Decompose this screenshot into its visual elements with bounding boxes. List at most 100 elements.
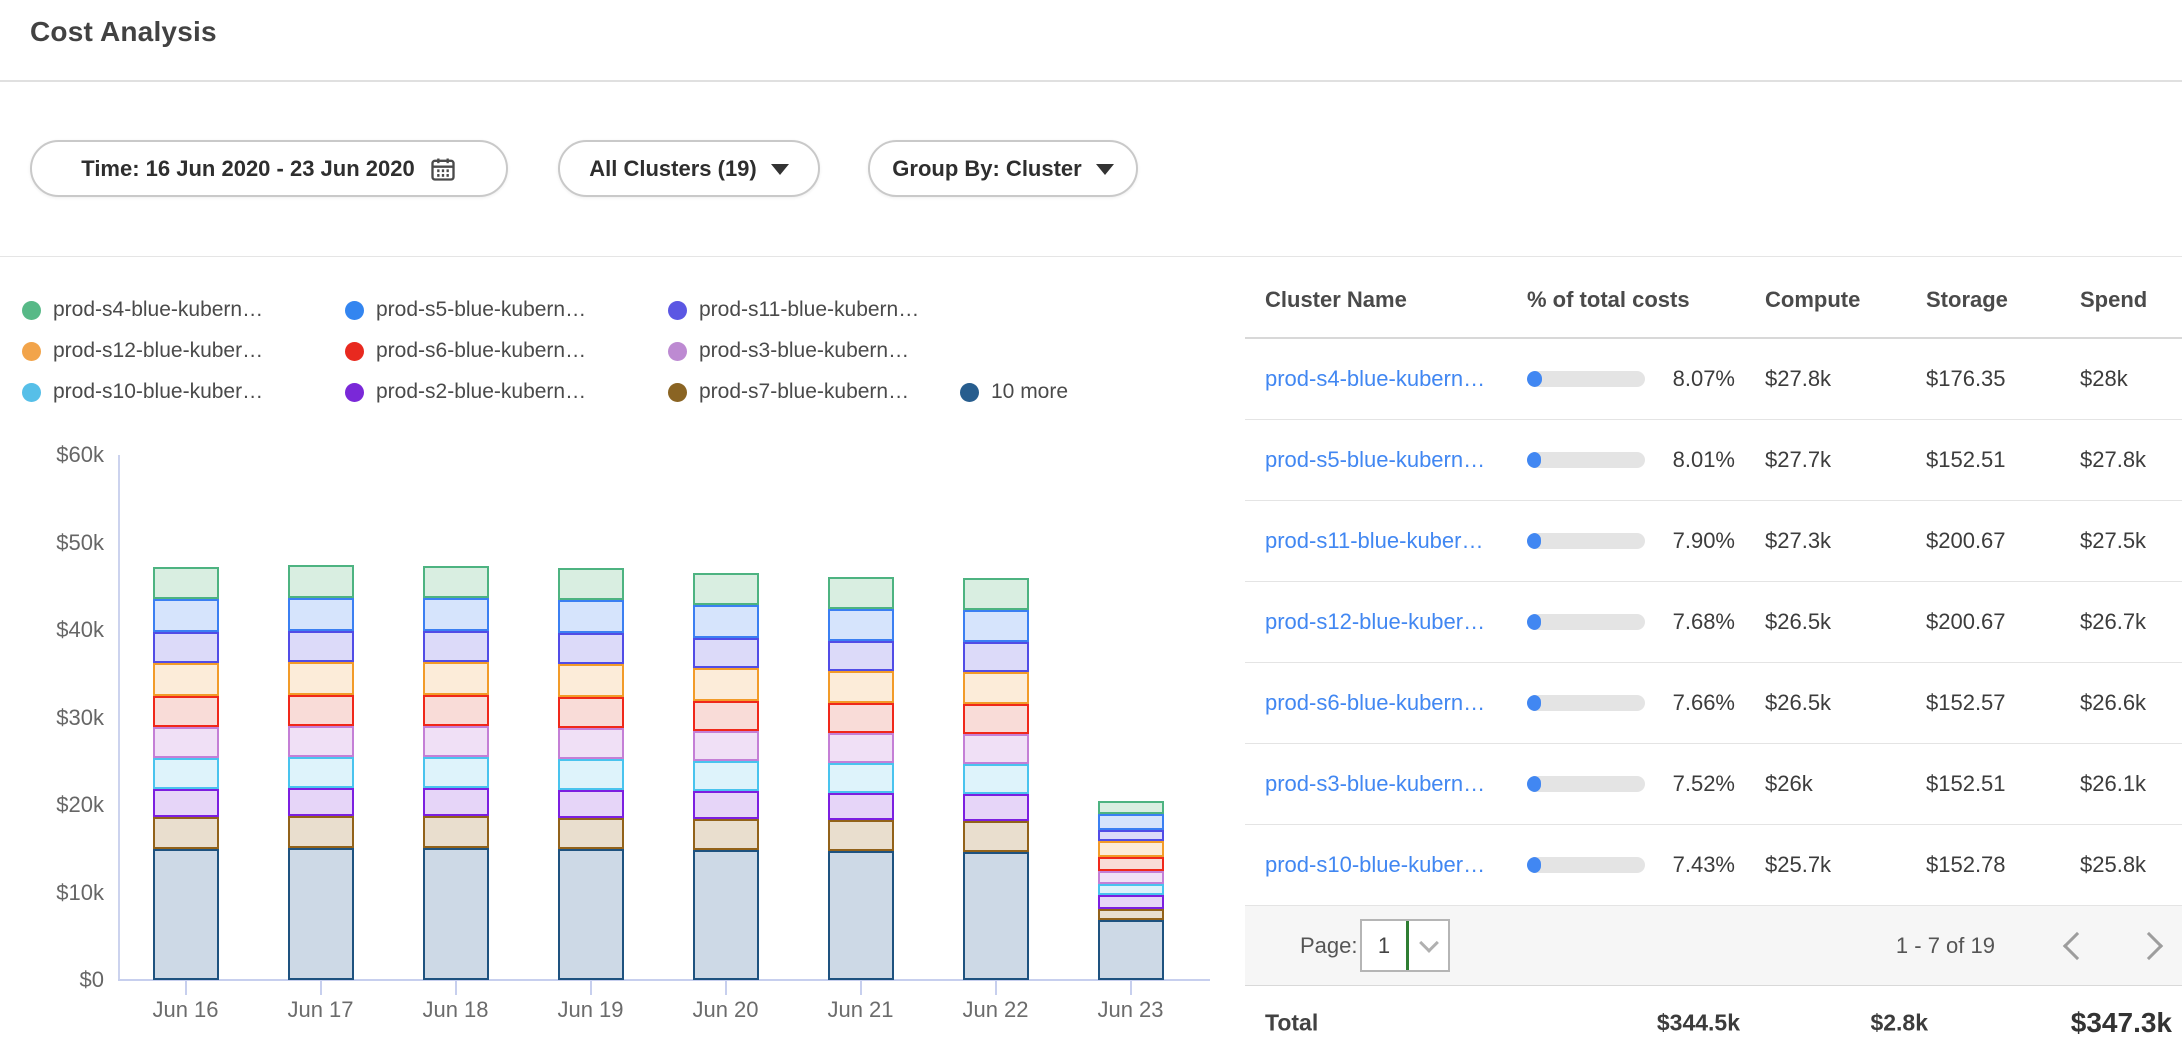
- chart-bar-segment[interactable]: [693, 573, 759, 605]
- chart-bar-segment[interactable]: [963, 734, 1029, 764]
- cluster-link[interactable]: prod-s4-blue-kubern…: [1265, 366, 1485, 391]
- legend-item[interactable]: prod-s12-blue-kuber…: [22, 337, 345, 365]
- legend-item[interactable]: prod-s3-blue-kubern…: [668, 337, 991, 365]
- chart-bar-segment[interactable]: [963, 672, 1029, 704]
- chart-bar-segment[interactable]: [558, 728, 624, 759]
- legend-item[interactable]: prod-s2-blue-kubern…: [345, 378, 668, 406]
- chart-bar-segment[interactable]: [828, 793, 894, 820]
- chart-bar-segment[interactable]: [558, 818, 624, 849]
- chart-bar-segment[interactable]: [1098, 909, 1164, 920]
- prev-page-button[interactable]: [2053, 906, 2093, 985]
- cluster-link[interactable]: prod-s6-blue-kubern…: [1265, 690, 1485, 715]
- groupby-filter-button[interactable]: Group By: Cluster: [868, 140, 1138, 197]
- chart-bar-segment[interactable]: [828, 609, 894, 641]
- chart-bar-segment[interactable]: [828, 733, 894, 763]
- chart-bar-segment[interactable]: [828, 577, 894, 609]
- chart-bar-segment[interactable]: [423, 757, 489, 788]
- chart-bar-segment[interactable]: [153, 817, 219, 849]
- legend-item[interactable]: 10 more: [960, 378, 1068, 406]
- next-page-button[interactable]: [2133, 906, 2173, 985]
- chart-bar-segment[interactable]: [288, 662, 354, 695]
- chart-bar-segment[interactable]: [963, 578, 1029, 610]
- chart-bar-segment[interactable]: [153, 599, 219, 632]
- chart-bar-segment[interactable]: [963, 821, 1029, 852]
- chart-bar-segment[interactable]: [963, 852, 1029, 980]
- chart-bar-segment[interactable]: [558, 600, 624, 633]
- chart-bar-segment[interactable]: [423, 566, 489, 598]
- cluster-link[interactable]: prod-s3-blue-kubern…: [1265, 771, 1485, 796]
- chart-bar-segment[interactable]: [693, 791, 759, 819]
- chart-bar-segment[interactable]: [828, 763, 894, 793]
- chart-bar-segment[interactable]: [153, 727, 219, 758]
- chart-bar-segment[interactable]: [693, 701, 759, 731]
- chart-bar-segment[interactable]: [1098, 920, 1164, 980]
- clusters-filter-button[interactable]: All Clusters (19): [558, 140, 820, 197]
- chart-bar-segment[interactable]: [828, 641, 894, 671]
- chart-bar-segment[interactable]: [288, 848, 354, 980]
- chart-bar-segment[interactable]: [558, 790, 624, 818]
- chart-bar-segment[interactable]: [423, 662, 489, 695]
- chart-bar-segment[interactable]: [693, 605, 759, 638]
- chart-bar-segment[interactable]: [828, 851, 894, 980]
- legend-item[interactable]: prod-s10-blue-kuber…: [22, 378, 345, 406]
- page-select[interactable]: 1: [1360, 919, 1450, 972]
- chart-bar-segment[interactable]: [153, 632, 219, 663]
- legend-item[interactable]: prod-s6-blue-kubern…: [345, 337, 668, 365]
- chart-bar-segment[interactable]: [558, 697, 624, 728]
- chart-bar-segment[interactable]: [423, 598, 489, 631]
- chart-bar-segment[interactable]: [693, 638, 759, 668]
- cluster-link[interactable]: prod-s5-blue-kubern…: [1265, 447, 1485, 472]
- chart-bar-segment[interactable]: [1098, 841, 1164, 857]
- chart-bar-segment[interactable]: [1098, 830, 1164, 841]
- cluster-link[interactable]: prod-s11-blue-kuber…: [1265, 528, 1483, 553]
- chart-bar-segment[interactable]: [693, 819, 759, 850]
- chart-bar-segment[interactable]: [153, 849, 219, 980]
- chart-bar-segment[interactable]: [963, 704, 1029, 734]
- chart-bar-segment[interactable]: [558, 759, 624, 790]
- chart-bar-segment[interactable]: [288, 726, 354, 757]
- chart-bar-segment[interactable]: [288, 695, 354, 726]
- chart-bar-segment[interactable]: [963, 642, 1029, 672]
- chart-bar-segment[interactable]: [153, 789, 219, 817]
- legend-item[interactable]: prod-s11-blue-kubern…: [668, 296, 991, 324]
- chart-bar-segment[interactable]: [1098, 895, 1164, 909]
- chart-bar-segment[interactable]: [153, 696, 219, 727]
- chart-bar-segment[interactable]: [423, 816, 489, 848]
- chart-bar-segment[interactable]: [288, 788, 354, 816]
- chart-bar-segment[interactable]: [1098, 857, 1164, 871]
- legend-item[interactable]: prod-s4-blue-kubern…: [22, 296, 345, 324]
- chart-bar-segment[interactable]: [693, 761, 759, 791]
- chart-bar-segment[interactable]: [423, 695, 489, 726]
- chart-bar-segment[interactable]: [288, 631, 354, 662]
- cluster-link[interactable]: prod-s10-blue-kuber…: [1265, 852, 1485, 877]
- chart-bar-segment[interactable]: [423, 726, 489, 757]
- chart-bar-segment[interactable]: [153, 567, 219, 599]
- chart-bar-segment[interactable]: [288, 757, 354, 788]
- chart-bar-segment[interactable]: [558, 849, 624, 980]
- chart-bar-segment[interactable]: [423, 788, 489, 816]
- chart-bar-segment[interactable]: [288, 565, 354, 598]
- chart-bar-segment[interactable]: [423, 848, 489, 980]
- legend-item[interactable]: prod-s7-blue-kubern…: [668, 378, 960, 406]
- chart-bar-segment[interactable]: [828, 703, 894, 733]
- chart-bar-segment[interactable]: [828, 820, 894, 851]
- chart-bar-segment[interactable]: [153, 758, 219, 789]
- chart-bar-segment[interactable]: [1098, 801, 1164, 814]
- chart-bar-segment[interactable]: [288, 598, 354, 631]
- chart-bar-segment[interactable]: [693, 731, 759, 761]
- chart-bar-segment[interactable]: [558, 664, 624, 697]
- chart-bar-segment[interactable]: [1098, 814, 1164, 830]
- chart-bar-segment[interactable]: [693, 850, 759, 980]
- legend-item[interactable]: prod-s5-blue-kubern…: [345, 296, 668, 324]
- chart-bar-segment[interactable]: [693, 668, 759, 701]
- cluster-link[interactable]: prod-s12-blue-kuber…: [1265, 609, 1485, 634]
- chart-bar-segment[interactable]: [963, 764, 1029, 794]
- chart-bar-segment[interactable]: [1098, 884, 1164, 895]
- chart-bar-segment[interactable]: [153, 663, 219, 696]
- chart-bar-segment[interactable]: [1098, 871, 1164, 884]
- chart-bar-segment[interactable]: [963, 794, 1029, 821]
- chart-bar-segment[interactable]: [963, 610, 1029, 642]
- chart-bar-segment[interactable]: [423, 631, 489, 662]
- time-filter-button[interactable]: Time: 16 Jun 2020 - 23 Jun 2020: [30, 140, 508, 197]
- chart-bar-segment[interactable]: [288, 816, 354, 848]
